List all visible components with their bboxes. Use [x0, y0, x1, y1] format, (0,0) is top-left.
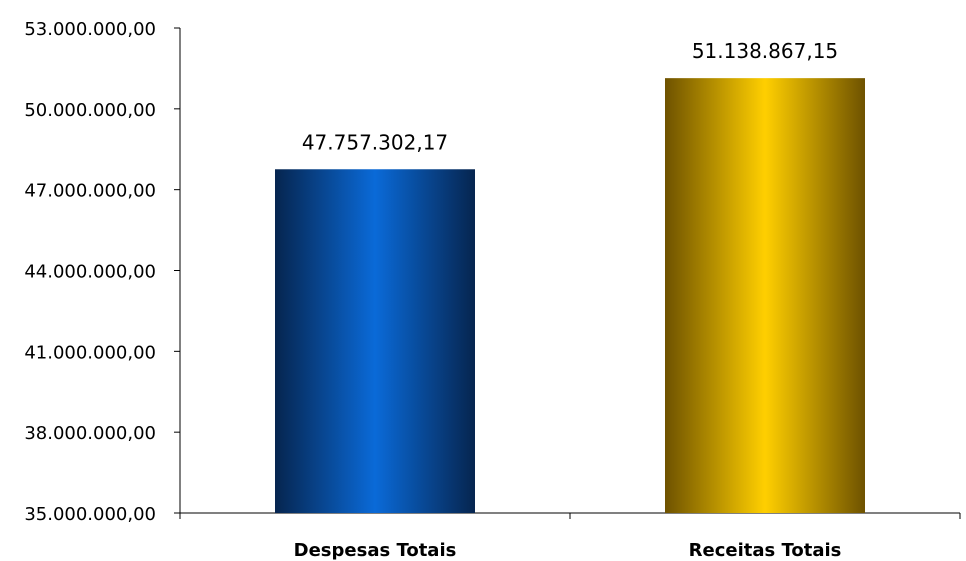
bars [275, 78, 865, 514]
bar-receitas-totais [665, 78, 865, 514]
data-label: 51.138.867,15 [692, 39, 838, 63]
y-tick-label: 35.000.000,00 [24, 504, 156, 525]
x-category-label: Despesas Totais [294, 540, 457, 561]
y-axis: 35.000.000,00 38.000.000,00 41.000.000,00 4… [24, 19, 181, 525]
y-tick-label: 44.000.000,00 [24, 262, 156, 283]
y-tick-label: 38.000.000,00 [24, 423, 156, 444]
y-tick-label: 53.000.000,00 [24, 19, 156, 40]
bar-despesas-totais [275, 169, 475, 513]
data-label: 47.757.302,17 [302, 130, 448, 154]
data-labels: 47.757.302,17 51.138.867,15 [302, 39, 838, 154]
x-axis: Despesas Totais Receitas Totais [179, 512, 961, 561]
y-tick-label: 50.000.000,00 [24, 100, 156, 121]
y-tick-label: 41.000.000,00 [24, 342, 156, 363]
y-tick-label: 47.000.000,00 [24, 181, 156, 202]
x-category-label: Receitas Totais [689, 540, 842, 561]
